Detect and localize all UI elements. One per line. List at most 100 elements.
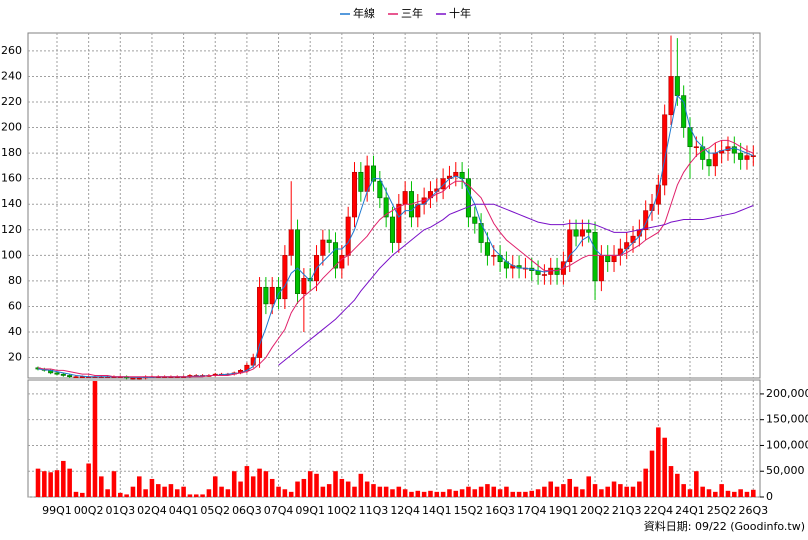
- candle-body: [440, 178, 446, 190]
- y-tick-label: 100: [1, 248, 22, 261]
- candle-body: [358, 171, 364, 192]
- volume-bar: [491, 486, 497, 497]
- candle-body: [288, 229, 294, 256]
- candle-body: [567, 229, 573, 263]
- candle-body: [339, 255, 345, 269]
- volume-bar: [105, 489, 110, 497]
- volume-bar: [193, 494, 199, 497]
- candle-body: [326, 239, 332, 243]
- y2-tick-label: 150,000: [766, 413, 808, 426]
- volume-bar: [358, 473, 364, 497]
- candle-body: [579, 229, 585, 237]
- volume-bar: [124, 494, 129, 497]
- x-tick-label: 15Q2: [454, 504, 484, 517]
- x-tick-label: 00Q2: [74, 504, 104, 517]
- legend-label: 三年: [401, 6, 423, 20]
- candle-body: [491, 255, 497, 257]
- legend-label: 年線: [353, 6, 375, 20]
- volume-bar: [599, 489, 604, 497]
- x-tick-label: 21Q3: [612, 504, 642, 517]
- volume-bar: [149, 478, 155, 497]
- volume-bar: [307, 471, 313, 497]
- x-tick-label: 01Q3: [105, 504, 135, 517]
- x-tick-label: 19Q1: [549, 504, 579, 517]
- volume-bar: [48, 472, 53, 497]
- volume-bar: [212, 476, 218, 497]
- volume-bar: [662, 437, 667, 497]
- candle-body: [130, 377, 136, 380]
- volume-bar: [35, 468, 41, 497]
- candle-body: [592, 232, 598, 282]
- volume-bar: [238, 481, 243, 497]
- volume-bar: [687, 489, 693, 497]
- x-tick-label: 11Q3: [359, 504, 389, 517]
- volume-bar: [288, 491, 294, 497]
- volume-bar: [301, 478, 307, 497]
- price-panel: [27, 32, 761, 379]
- volume-bar: [92, 381, 98, 497]
- candle-body: [643, 210, 649, 231]
- volume-bar: [282, 489, 288, 497]
- candle-body: [282, 255, 288, 300]
- volume-bar: [504, 486, 509, 497]
- y2-tick-label: 0: [766, 490, 773, 503]
- x-tick-label: 26Q3: [738, 504, 768, 517]
- volume-bar: [181, 486, 186, 497]
- candle-body: [744, 155, 750, 160]
- volume-bar: [719, 484, 724, 497]
- volume-bar: [409, 491, 414, 497]
- candle-body: [301, 278, 307, 294]
- candle-body: [67, 375, 73, 378]
- volume-bar: [624, 486, 629, 497]
- y-tick-label: 240: [1, 69, 22, 82]
- y-tick-label: 220: [1, 95, 22, 108]
- y-tick-label: 120: [1, 223, 22, 236]
- candle-body: [345, 216, 351, 256]
- volume-bar: [225, 489, 231, 497]
- volume-bar: [137, 476, 142, 497]
- y-tick-label: 200: [1, 121, 22, 134]
- x-tick-label: 12Q4: [390, 504, 420, 517]
- candle-body: [598, 255, 604, 282]
- volume-bar: [206, 489, 212, 497]
- candle-body: [60, 373, 66, 376]
- volume-bar: [466, 486, 471, 497]
- volume-bar: [618, 484, 623, 497]
- volume-bar: [700, 486, 705, 497]
- volume-bar: [295, 481, 300, 497]
- candle-body: [320, 239, 326, 256]
- volume-bar: [276, 486, 281, 497]
- volume-bar: [155, 484, 161, 497]
- candle-body: [731, 146, 737, 154]
- volume-bar: [732, 491, 737, 497]
- volume-bar: [649, 450, 655, 497]
- x-tick-label: 06Q3: [232, 504, 262, 517]
- candle-body: [541, 274, 547, 276]
- volume-bar: [580, 489, 585, 497]
- candle-body: [706, 159, 712, 167]
- volume-bar: [548, 481, 554, 497]
- volume-bar: [523, 491, 528, 497]
- candle-body: [383, 197, 389, 218]
- volume-bar: [554, 486, 560, 497]
- volume-bar: [611, 481, 617, 497]
- volume-bar: [111, 471, 117, 497]
- ma-line: [37, 139, 754, 378]
- volume-bar: [402, 489, 408, 497]
- volume-bar: [668, 466, 674, 497]
- volume-bar: [681, 484, 686, 497]
- volume-bar: [364, 481, 370, 497]
- volume-bar: [174, 489, 180, 497]
- volume-bar: [485, 484, 490, 497]
- x-tick-label: 14Q1: [422, 504, 452, 517]
- x-tick-label: 17Q4: [517, 504, 547, 517]
- candle-body: [263, 286, 269, 305]
- volume-bar: [377, 486, 383, 497]
- candle-body: [484, 242, 490, 256]
- volume-bar: [314, 473, 319, 497]
- volume-bar: [586, 476, 591, 497]
- volume-bar: [561, 484, 566, 497]
- candle-body: [389, 216, 396, 243]
- x-tick-label: 04Q1: [169, 504, 199, 517]
